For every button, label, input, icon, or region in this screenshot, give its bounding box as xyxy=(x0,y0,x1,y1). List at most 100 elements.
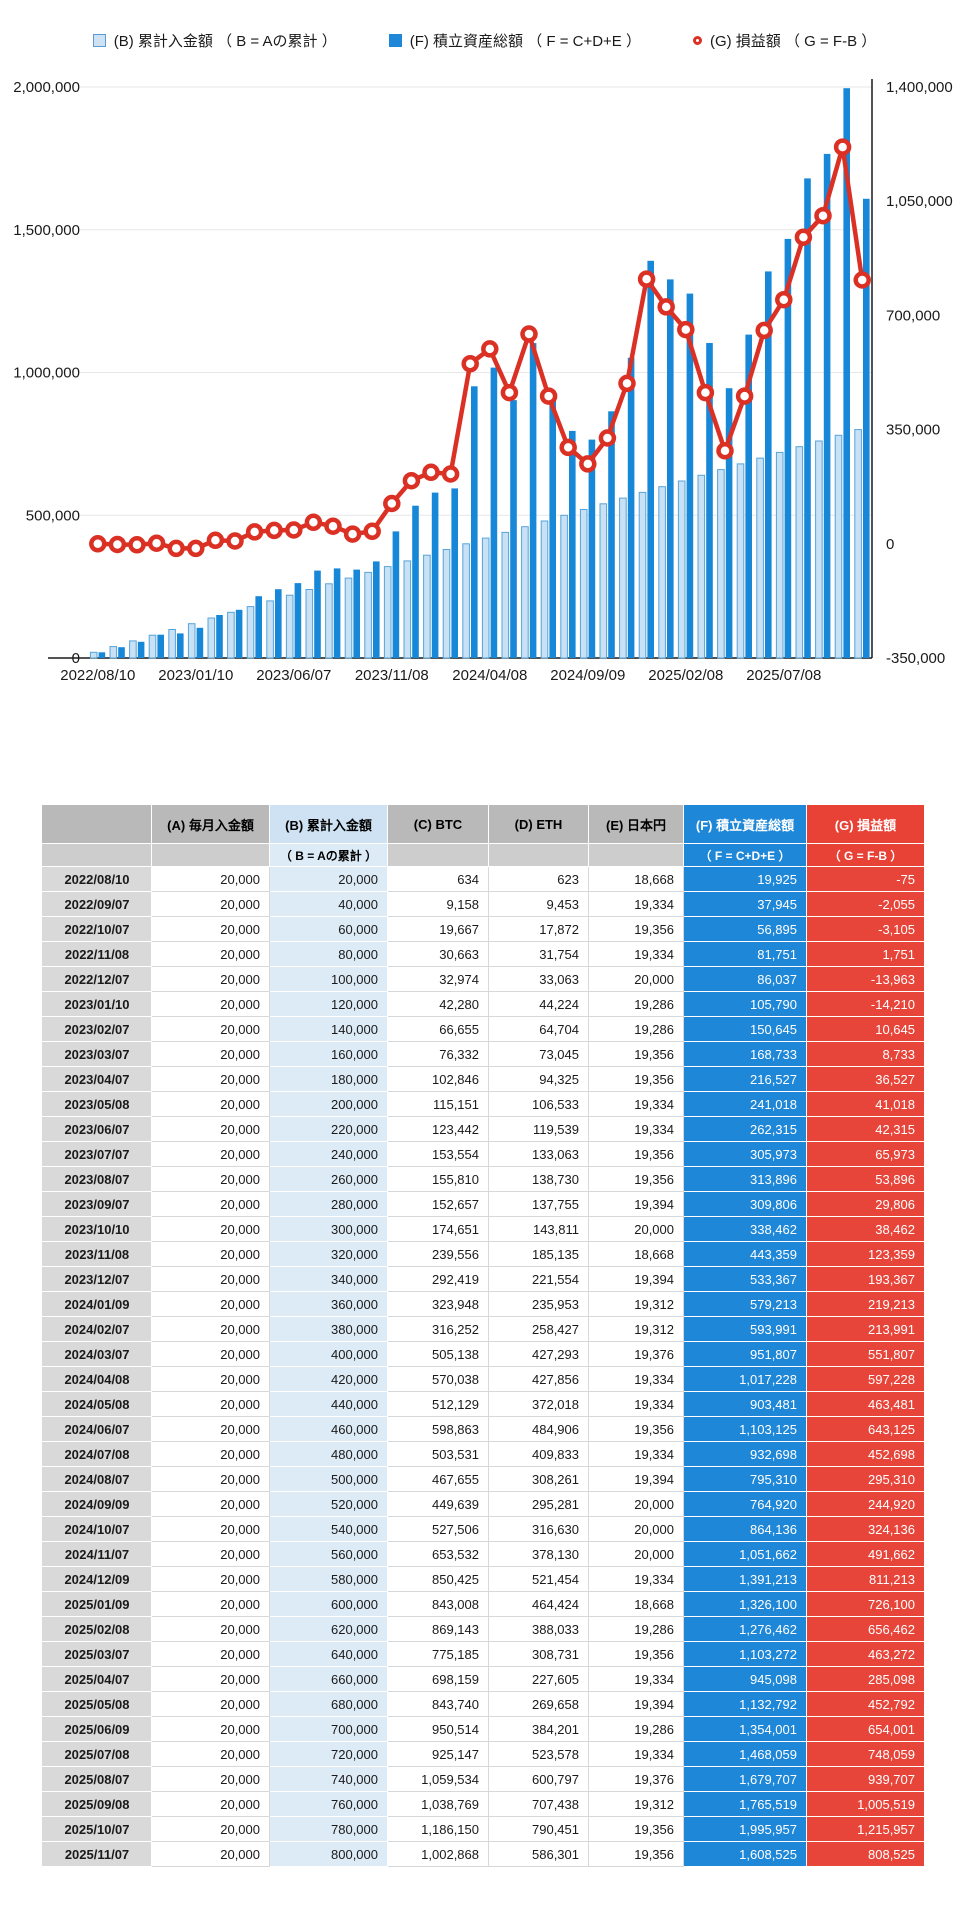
bar-total-assets xyxy=(353,569,360,658)
bar-total-assets xyxy=(686,293,694,658)
cell-value: 269,658 xyxy=(489,1692,589,1717)
table-row: 2023/12/07 20,000 340,000 292,419 221,554 19,… xyxy=(42,1267,925,1292)
cell-value: 764,920 xyxy=(684,1492,807,1517)
bar-total-assets xyxy=(118,647,125,658)
cell-value: 932,698 xyxy=(684,1442,807,1467)
cell-date: 2023/04/07 xyxy=(42,1067,152,1092)
cell-value: 20,000 xyxy=(152,1392,270,1417)
cell-value: 850,425 xyxy=(388,1567,489,1592)
cell-value: 843,740 xyxy=(388,1692,489,1717)
cell-value: 523,578 xyxy=(489,1742,589,1767)
table-row: 2025/06/09 20,000 700,000 950,514 384,201 19,… xyxy=(42,1717,925,1742)
cell-value: 42,315 xyxy=(807,1117,925,1142)
table-row: 2024/08/07 20,000 500,000 467,655 308,261 19,… xyxy=(42,1467,925,1492)
cell-value: 20,000 xyxy=(152,1542,270,1567)
cell-value: 73,045 xyxy=(489,1042,589,1067)
profit-marker xyxy=(226,532,244,550)
cell-value: 20,000 xyxy=(152,1767,270,1792)
table-row: 2025/03/07 20,000 640,000 775,185 308,731 19,… xyxy=(42,1642,925,1667)
cell-value: 360,000 xyxy=(270,1292,388,1317)
cell-value: 20,000 xyxy=(152,1292,270,1317)
bar-total-assets xyxy=(333,568,341,658)
cell-value: 241,018 xyxy=(684,1092,807,1117)
col-header-3: (C) BTC xyxy=(388,805,489,844)
col-header-6: (F) 積立資産総額 xyxy=(684,805,807,844)
cell-value: 20,000 xyxy=(152,992,270,1017)
profit-marker xyxy=(167,539,185,558)
cell-value: 20,000 xyxy=(152,1317,270,1342)
bar-cumulative-deposit xyxy=(383,566,392,659)
bar-cumulative-deposit xyxy=(305,589,314,659)
cell-value: 308,261 xyxy=(489,1467,589,1492)
cell-value: 440,000 xyxy=(270,1392,388,1417)
cell-value: 185,135 xyxy=(489,1242,589,1267)
cell-date: 2024/08/07 xyxy=(42,1467,152,1492)
cell-value: 951,807 xyxy=(684,1342,807,1367)
cell-value: 760,000 xyxy=(270,1792,388,1817)
table-row: 2023/03/07 20,000 160,000 76,332 73,045 19,35… xyxy=(42,1042,925,1067)
cell-value: 790,451 xyxy=(489,1817,589,1842)
bar-cumulative-deposit xyxy=(129,640,137,659)
table-row: 2025/02/08 20,000 620,000 869,143 388,033 19,… xyxy=(42,1617,925,1642)
left-axis-label: 500,000 xyxy=(26,507,80,524)
cell-value: 20,000 xyxy=(152,1067,270,1092)
header-row: (A) 毎月入金額 (B) 累計入金額 (C) BTC (D) ETH (E) 日本円(… xyxy=(42,805,925,844)
profit-marker xyxy=(128,536,146,554)
col-subheader-2: （ B = Aの累計 ） xyxy=(270,844,388,867)
bar-cumulative-deposit xyxy=(266,600,274,659)
col-subheader-4 xyxy=(489,844,589,867)
table-row: 2025/05/08 20,000 680,000 843,740 269,658 19,… xyxy=(42,1692,925,1717)
cell-value: 17,872 xyxy=(489,917,589,942)
col-subheader-0 xyxy=(42,844,152,867)
x-axis-label: 2023/06/07 xyxy=(256,667,331,684)
cell-value: 323,948 xyxy=(388,1292,489,1317)
cell-value: 20,000 xyxy=(152,967,270,992)
bar-total-assets xyxy=(157,634,164,658)
cell-date: 2024/10/07 xyxy=(42,1517,152,1542)
cell-value: 20,000 xyxy=(152,1617,270,1642)
cell-value: 700,000 xyxy=(270,1717,388,1742)
col-subheader-3 xyxy=(388,844,489,867)
cell-value: 640,000 xyxy=(270,1642,388,1667)
right-axis-label: 1,050,000 xyxy=(886,193,953,210)
cell-value: 443,359 xyxy=(684,1242,807,1267)
cell-value: 400,000 xyxy=(270,1342,388,1367)
cell-date: 2023/08/07 xyxy=(42,1167,152,1192)
cell-value: 20,000 xyxy=(152,1042,270,1067)
table-row: 2023/01/10 20,000 120,000 42,280 44,224 19,28… xyxy=(42,992,925,1017)
cell-value: 748,059 xyxy=(807,1742,925,1767)
cell-value: 533,367 xyxy=(684,1267,807,1292)
cell-value: 19,334 xyxy=(589,1367,684,1392)
col-header-4: (D) ETH xyxy=(489,805,589,844)
cell-value: 653,532 xyxy=(388,1542,489,1567)
profit-marker xyxy=(853,271,871,289)
cell-date: 2024/01/09 xyxy=(42,1292,152,1317)
cell-value: 945,098 xyxy=(684,1667,807,1692)
left-axis-label: 1,500,000 xyxy=(13,222,80,239)
cell-value: 19,286 xyxy=(589,992,684,1017)
table-row: 2024/01/09 20,000 360,000 323,948 235,953 19,… xyxy=(42,1292,925,1317)
bar-cumulative-deposit xyxy=(403,560,412,659)
cell-value: 1,215,957 xyxy=(807,1817,925,1842)
cell-value: 600,000 xyxy=(270,1592,388,1617)
cell-value: 20,000 xyxy=(152,1592,270,1617)
cell-value: 20,000 xyxy=(152,1842,270,1867)
bar-total-assets xyxy=(569,430,576,658)
cell-value: 660,000 xyxy=(270,1667,388,1692)
bar-cumulative-deposit xyxy=(521,526,529,659)
cell-value: 20,000 xyxy=(152,1717,270,1742)
cell-value: 338,462 xyxy=(684,1217,807,1242)
cell-value: 313,896 xyxy=(684,1167,807,1192)
cell-value: 19,334 xyxy=(589,1117,684,1142)
bar-cumulative-deposit xyxy=(207,617,216,659)
profit-marker xyxy=(441,465,460,483)
cell-value: 1,038,769 xyxy=(388,1792,489,1817)
cell-value: 308,731 xyxy=(489,1642,589,1667)
cell-value: 64,704 xyxy=(489,1017,589,1042)
profit-marker xyxy=(794,228,813,246)
bar-cumulative-deposit xyxy=(109,646,118,659)
cell-value: 512,129 xyxy=(388,1392,489,1417)
bar-cumulative-deposit xyxy=(540,520,549,659)
cell-value: 316,252 xyxy=(388,1317,489,1342)
cell-value: 378,130 xyxy=(489,1542,589,1567)
